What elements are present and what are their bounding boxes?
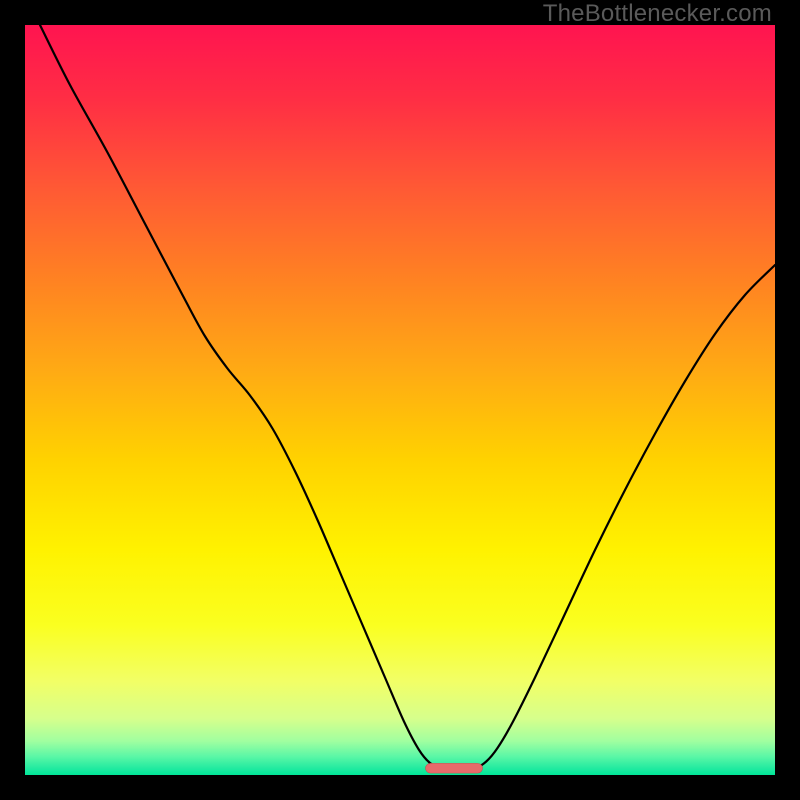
bottleneck-curve — [40, 25, 775, 769]
optimum-marker — [426, 763, 483, 773]
plot-area — [25, 25, 775, 775]
chart-svg — [25, 25, 775, 775]
watermark-text: TheBottlenecker.com — [543, 0, 772, 28]
